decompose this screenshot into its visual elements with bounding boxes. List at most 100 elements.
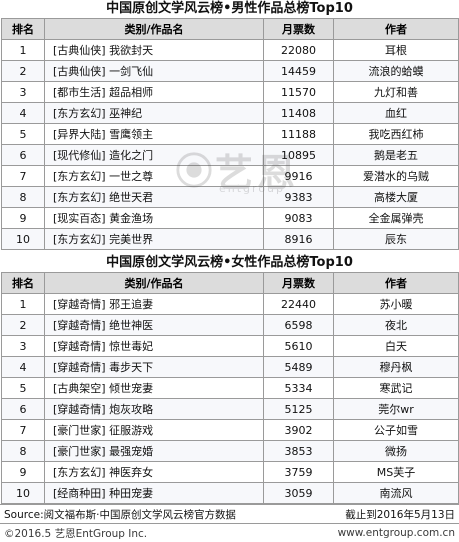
rank-cell: 8 [1, 440, 45, 462]
header-votes: 月票数 [263, 272, 334, 294]
rank-cell: 8 [1, 186, 45, 208]
work-cell: [穿越奇情] 惊世毒妃 [44, 335, 264, 357]
rank-cell: 5 [1, 123, 45, 145]
rank-cell: 4 [1, 356, 45, 378]
credit-bar: ©2016.5 艺恩EntGroup Inc. www.entgroup.com… [0, 524, 459, 542]
author-cell: 寒武记 [333, 377, 459, 399]
work-cell: [都市生活] 超品相师 [44, 81, 264, 103]
votes-cell: 10895 [263, 144, 334, 166]
votes-cell: 5334 [263, 377, 334, 399]
table-row: 4 [东方玄幻] 巫神纪 11408 血红 [1, 102, 459, 124]
header-rank: 排名 [1, 18, 45, 40]
rank-cell: 4 [1, 102, 45, 124]
work-cell: [穿越奇情] 绝世神医 [44, 314, 264, 336]
votes-cell: 5125 [263, 398, 334, 420]
table-row: 2 [穿越奇情] 绝世神医 6598 夜北 [1, 314, 459, 336]
rank-cell: 7 [1, 419, 45, 441]
author-cell: 九灯和善 [333, 81, 459, 103]
female-ranking-table: 排名 类别/作品名 月票数 作者 1 [穿越奇情] 邪王追妻 22440 苏小暖 2 [穿… [1, 272, 459, 504]
table-row: 7 [东方玄幻] 一世之尊 9916 爱潜水的乌贼 [1, 165, 459, 187]
author-cell: 我吃西红柿 [333, 123, 459, 145]
work-cell: [穿越奇情] 炮灰攻略 [44, 398, 264, 420]
male-table-title: 中国原创文学风云榜•男性作品总榜Top10 [106, 1, 353, 16]
rank-cell: 9 [1, 207, 45, 229]
rank-cell: 1 [1, 39, 45, 61]
work-cell: [异界大陆] 雪鹰领主 [44, 123, 264, 145]
votes-cell: 3853 [263, 440, 334, 462]
table-row: 4 [穿越奇情] 毒步天下 5489 穆丹枫 [1, 356, 459, 378]
table-row: 5 [异界大陆] 雪鹰领主 11188 我吃西红柿 [1, 123, 459, 145]
work-cell: [豪门世家] 最强宠婚 [44, 440, 264, 462]
votes-cell: 14459 [263, 60, 334, 82]
source-note: Source:阅文福布斯·中国原创文学风云榜官方数据 [4, 508, 236, 521]
author-cell: 爱潜水的乌贼 [333, 165, 459, 187]
author-cell: 鹅是老五 [333, 144, 459, 166]
votes-cell: 3059 [263, 482, 334, 504]
table-row: 10 [经商种田] 种田宠妻 3059 南流风 [1, 482, 459, 504]
website-url: www.entgroup.com.cn [337, 527, 455, 539]
table-row: 7 [豪门世家] 征服游戏 3902 公子如雪 [1, 419, 459, 441]
author-cell: 莞尔wr [333, 398, 459, 420]
copyright-text: ©2016.5 艺恩EntGroup Inc. [4, 527, 148, 540]
rank-cell: 10 [1, 482, 45, 504]
rank-cell: 7 [1, 165, 45, 187]
table-row: 6 [穿越奇情] 炮灰攻略 5125 莞尔wr [1, 398, 459, 420]
votes-cell: 3902 [263, 419, 334, 441]
author-cell: 血红 [333, 102, 459, 124]
female-table-title: 中国原创文学风云榜•女性作品总榜Top10 [106, 255, 353, 270]
table-row: 8 [豪门世家] 最强宠婚 3853 微扬 [1, 440, 459, 462]
votes-cell: 9083 [263, 207, 334, 229]
votes-cell: 5610 [263, 335, 334, 357]
source-footer: Source:阅文福布斯·中国原创文学风云榜官方数据 截止到2016年5月13日 [0, 504, 459, 524]
table-row: 2 [古典仙侠] 一剑飞仙 14459 流浪的蛤蟆 [1, 60, 459, 82]
male-ranking-section: 中国原创文学风云榜•男性作品总榜Top10 排名 类别/作品名 月票数 作者 1… [0, 0, 459, 250]
work-cell: [穿越奇情] 毒步天下 [44, 356, 264, 378]
votes-cell: 6598 [263, 314, 334, 336]
author-cell: 全金属弹壳 [333, 207, 459, 229]
table-row: 1 [古典仙侠] 我欲封天 22080 耳根 [1, 39, 459, 61]
table-header-row: 排名 类别/作品名 月票数 作者 [1, 18, 459, 40]
rank-cell: 2 [1, 60, 45, 82]
author-cell: 穆丹枫 [333, 356, 459, 378]
author-cell: 辰东 [333, 228, 459, 250]
table-row: 1 [穿越奇情] 邪王追妻 22440 苏小暖 [1, 293, 459, 315]
work-cell: [东方玄幻] 一世之尊 [44, 165, 264, 187]
work-cell: [现实百态] 黄金渔场 [44, 207, 264, 229]
author-cell: 耳根 [333, 39, 459, 61]
work-cell: [古典仙侠] 一剑飞仙 [44, 60, 264, 82]
votes-cell: 11408 [263, 102, 334, 124]
table-row: 3 [穿越奇情] 惊世毒妃 5610 白天 [1, 335, 459, 357]
author-cell: 高楼大厦 [333, 186, 459, 208]
rank-cell: 2 [1, 314, 45, 336]
work-cell: [现代修仙] 造化之门 [44, 144, 264, 166]
table-row: 9 [东方玄幻] 神医弃女 3759 MS芙子 [1, 461, 459, 483]
author-cell: 微扬 [333, 440, 459, 462]
votes-cell: 3759 [263, 461, 334, 483]
table-header-row: 排名 类别/作品名 月票数 作者 [1, 272, 459, 294]
author-cell: 白天 [333, 335, 459, 357]
rank-cell: 1 [1, 293, 45, 315]
work-cell: [东方玄幻] 巫神纪 [44, 102, 264, 124]
work-cell: [古典架空] 倾世宠妻 [44, 377, 264, 399]
rank-cell: 3 [1, 335, 45, 357]
header-author: 作者 [333, 18, 459, 40]
table-row: 5 [古典架空] 倾世宠妻 5334 寒武记 [1, 377, 459, 399]
work-cell: [东方玄幻] 神医弃女 [44, 461, 264, 483]
votes-cell: 9383 [263, 186, 334, 208]
author-cell: MS芙子 [333, 461, 459, 483]
work-cell: [穿越奇情] 邪王追妻 [44, 293, 264, 315]
rank-cell: 9 [1, 461, 45, 483]
header-work: 类别/作品名 [44, 272, 264, 294]
female-ranking-section: 中国原创文学风云榜•女性作品总榜Top10 排名 类别/作品名 月票数 作者 1… [0, 254, 459, 504]
cutoff-date: 截止到2016年5月13日 [345, 508, 455, 521]
votes-cell: 5489 [263, 356, 334, 378]
header-author: 作者 [333, 272, 459, 294]
author-cell: 南流风 [333, 482, 459, 504]
author-cell: 流浪的蛤蟆 [333, 60, 459, 82]
votes-cell: 11188 [263, 123, 334, 145]
work-cell: [古典仙侠] 我欲封天 [44, 39, 264, 61]
work-cell: [经商种田] 种田宠妻 [44, 482, 264, 504]
table-row: 9 [现实百态] 黄金渔场 9083 全金属弹壳 [1, 207, 459, 229]
work-cell: [豪门世家] 征服游戏 [44, 419, 264, 441]
